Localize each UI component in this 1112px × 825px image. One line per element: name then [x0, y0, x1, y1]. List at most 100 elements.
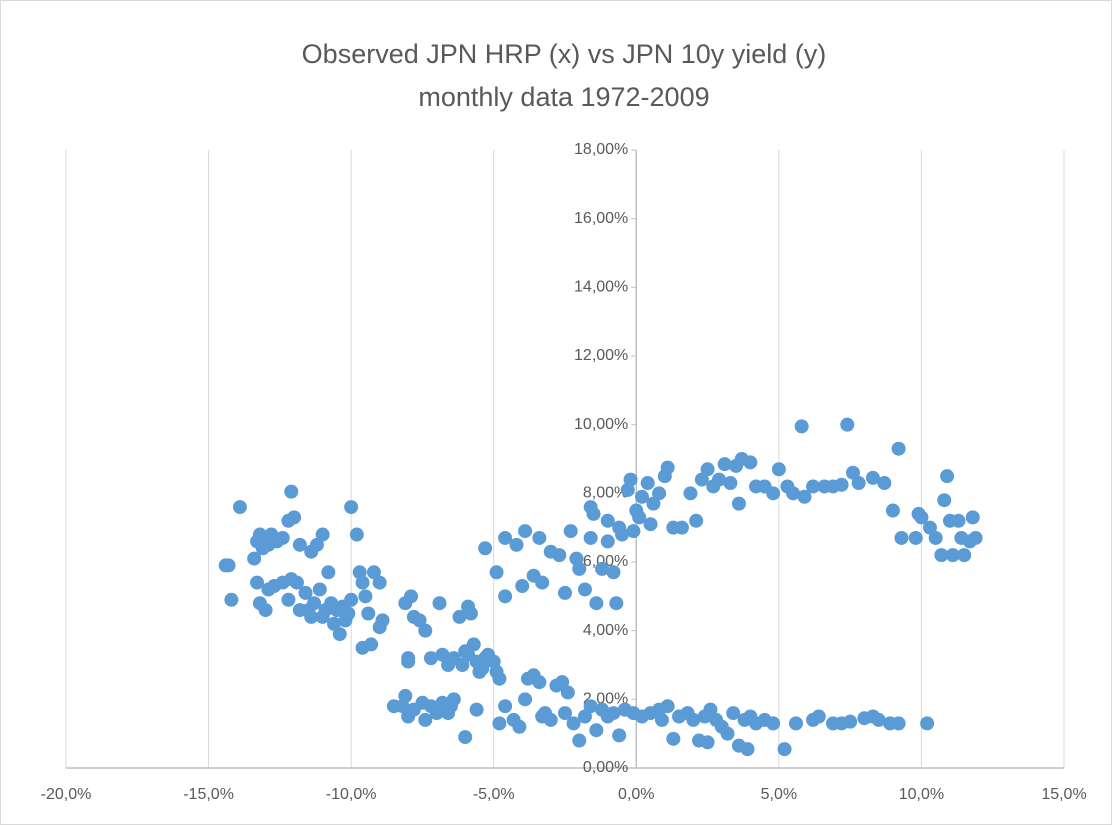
point	[577, 709, 592, 724]
point	[965, 510, 980, 525]
point	[845, 465, 860, 480]
point	[957, 548, 972, 563]
point	[358, 589, 373, 604]
point	[432, 596, 447, 611]
point	[634, 489, 649, 504]
point	[700, 462, 715, 477]
y-tick-label: 18,00%	[574, 141, 628, 158]
y-tick-label: 14,00%	[574, 279, 628, 296]
point	[309, 537, 324, 552]
point	[498, 589, 513, 604]
point	[652, 486, 667, 501]
point	[920, 716, 935, 731]
point	[327, 616, 342, 631]
point	[583, 530, 598, 545]
point	[609, 596, 624, 611]
point	[418, 712, 433, 727]
point	[498, 530, 513, 545]
point	[312, 582, 327, 597]
point	[532, 530, 547, 545]
point	[577, 582, 592, 597]
point	[865, 470, 880, 485]
point	[247, 551, 262, 566]
point	[797, 489, 812, 504]
point	[492, 671, 507, 686]
chart-title: Observed JPN HRP (x) vs JPN 10y yield (y…	[302, 39, 827, 69]
point	[606, 565, 621, 580]
point	[284, 484, 299, 499]
x-tick-label: 0,0%	[618, 786, 654, 803]
point	[683, 486, 698, 501]
point	[563, 524, 578, 539]
point	[771, 462, 786, 477]
point	[560, 685, 575, 700]
point	[786, 486, 801, 501]
point	[928, 530, 943, 545]
point	[834, 477, 849, 492]
point	[871, 712, 886, 727]
point	[788, 716, 803, 731]
point	[275, 530, 290, 545]
point	[301, 603, 316, 618]
point	[289, 575, 304, 590]
point	[766, 486, 781, 501]
point	[552, 548, 567, 563]
point	[412, 613, 427, 628]
point	[221, 558, 236, 573]
point	[717, 457, 732, 472]
point	[740, 742, 755, 757]
point	[401, 654, 416, 669]
point	[535, 709, 550, 724]
point	[398, 688, 413, 703]
point	[891, 441, 906, 456]
point	[298, 585, 313, 600]
point	[731, 496, 746, 511]
point	[589, 723, 604, 738]
point	[315, 527, 330, 542]
point	[646, 496, 661, 511]
point	[851, 476, 866, 491]
point	[600, 513, 615, 528]
point	[558, 706, 572, 721]
x-tick-label: -10,0%	[326, 786, 377, 803]
point	[355, 640, 370, 655]
point	[418, 623, 433, 638]
point	[452, 609, 467, 624]
point	[945, 548, 960, 563]
point	[423, 651, 438, 666]
point	[555, 675, 570, 690]
point	[281, 592, 296, 607]
point	[586, 506, 601, 521]
point	[689, 513, 704, 528]
point	[840, 417, 855, 432]
y-tick-label: 8,00%	[583, 485, 628, 502]
point	[461, 647, 476, 662]
point	[723, 476, 738, 491]
point	[518, 524, 533, 539]
point	[623, 472, 638, 487]
point	[720, 726, 735, 741]
x-tick-label: -20,0%	[41, 786, 92, 803]
point	[794, 419, 809, 434]
x-tick-label: 10,0%	[899, 786, 944, 803]
point	[894, 530, 909, 545]
point	[697, 709, 712, 724]
point	[509, 537, 524, 552]
x-tick-label: -5,0%	[473, 786, 515, 803]
point	[515, 579, 530, 594]
point	[250, 575, 265, 590]
y-tick-label: 0,00%	[583, 759, 628, 776]
y-tick-label: 4,00%	[583, 622, 628, 639]
point	[466, 637, 481, 652]
point	[626, 524, 641, 539]
point	[324, 596, 339, 611]
point	[885, 503, 900, 518]
point	[572, 561, 587, 576]
point	[463, 606, 478, 621]
point	[321, 565, 336, 580]
point	[674, 520, 689, 535]
point	[632, 510, 647, 525]
point	[498, 699, 513, 714]
point	[375, 613, 390, 628]
